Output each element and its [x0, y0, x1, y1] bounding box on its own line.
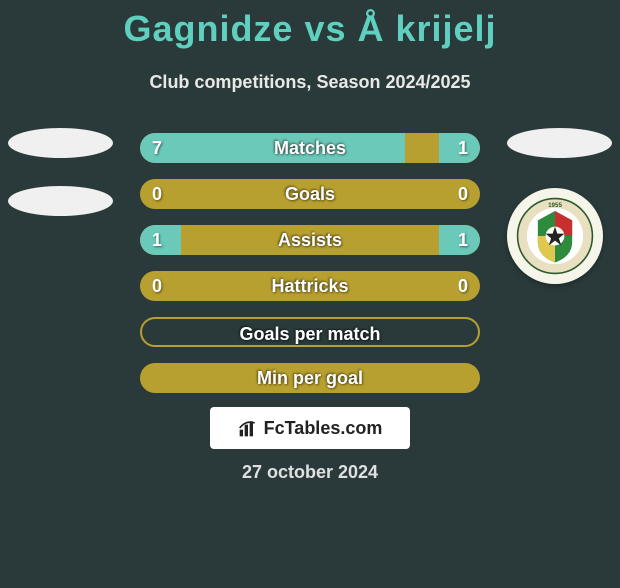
vorskla-logo-icon: 1955	[516, 197, 594, 275]
stat-bar: 00Hattricks	[140, 271, 480, 301]
stats-bars: 71Matches 00Goals 11Assists 00Hattricks Goal…	[140, 133, 480, 409]
stat-label: Goals	[140, 179, 480, 209]
brand-box: FcTables.com	[210, 407, 410, 449]
stat-label: Matches	[140, 133, 480, 163]
stat-bar: 71Matches	[140, 133, 480, 163]
player-badge-placeholder	[8, 128, 113, 158]
stat-label: Hattricks	[140, 271, 480, 301]
player-badge-placeholder	[8, 186, 113, 216]
subtitle: Club competitions, Season 2024/2025	[0, 72, 620, 93]
stat-bar: Min per goal	[140, 363, 480, 393]
left-player-badges	[8, 128, 113, 244]
stat-bar: 00Goals	[140, 179, 480, 209]
club-logo: 1955	[507, 188, 603, 284]
stat-label: Min per goal	[140, 363, 480, 393]
stat-label: Assists	[140, 225, 480, 255]
chart-icon	[238, 418, 258, 438]
page-title: Gagnidze vs Å krijelj	[0, 8, 620, 50]
svg-text:1955: 1955	[548, 202, 562, 209]
stat-label: Goals per match	[142, 319, 478, 347]
brand-text: FcTables.com	[264, 418, 383, 439]
player-badge-placeholder	[507, 128, 612, 158]
stat-bar: 11Assists	[140, 225, 480, 255]
date-label: 27 october 2024	[0, 462, 620, 483]
right-player-badges: 1955	[507, 128, 612, 284]
stat-bar: Goals per match	[140, 317, 480, 347]
